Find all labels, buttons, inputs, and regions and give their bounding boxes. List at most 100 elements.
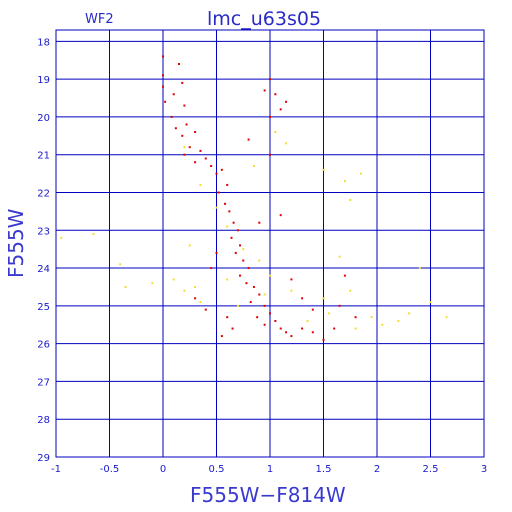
data-point [242, 259, 245, 262]
data-point [263, 304, 266, 307]
data-point [170, 115, 173, 118]
x-tick-label: 0 [160, 464, 166, 475]
data-point [194, 161, 197, 164]
data-point [354, 316, 357, 319]
data-point [178, 63, 181, 66]
data-point [258, 221, 261, 224]
data-point [194, 285, 197, 288]
data-point [269, 312, 271, 315]
data-point [183, 289, 186, 292]
data-point [239, 274, 242, 277]
y-tick-label: 27 [37, 377, 50, 388]
data-point [185, 123, 188, 126]
data-point [252, 285, 255, 288]
data-point [359, 172, 362, 175]
data-point [290, 335, 293, 338]
y-tick-label: 25 [37, 302, 50, 313]
y-tick-label: 28 [37, 415, 50, 426]
data-point [194, 297, 197, 300]
data-point [194, 131, 197, 134]
data-point [215, 172, 218, 175]
data-point [234, 251, 237, 254]
data-point [232, 221, 235, 224]
data-point [279, 327, 282, 330]
data-point [226, 225, 229, 228]
data-point [124, 285, 127, 288]
data-point [333, 327, 336, 330]
data-point [119, 263, 122, 266]
x-tick-label: 1.5 [316, 464, 332, 475]
data-point [274, 93, 277, 96]
data-point [269, 78, 271, 81]
data-point [162, 85, 164, 88]
data-point [285, 142, 288, 145]
data-point [429, 301, 432, 304]
x-tick-label: 3 [481, 464, 487, 475]
data-point [269, 153, 271, 156]
x-tick-label: 1 [267, 464, 273, 475]
data-point [188, 146, 191, 149]
data-point [183, 104, 186, 107]
data-point [215, 251, 218, 254]
data-point [199, 183, 202, 186]
data-point [338, 255, 341, 258]
data-point [269, 115, 271, 118]
y-tick-labels: 18 19 20 21 22 23 24 25 26 27 28 29 [37, 37, 50, 464]
data-point [226, 316, 229, 319]
data-point [181, 134, 184, 137]
grid [55, 30, 485, 458]
data-point [263, 323, 266, 326]
data-point [239, 244, 242, 247]
data-point [242, 248, 245, 251]
data-point [343, 180, 346, 183]
data-point [370, 316, 373, 319]
chip-label: WF2 [85, 12, 114, 27]
y-tick-label: 18 [37, 37, 50, 48]
data-point [204, 157, 207, 160]
data-point [226, 183, 229, 186]
yellow-points [60, 131, 448, 330]
data-point [164, 100, 167, 103]
data-point [183, 146, 186, 149]
data-point [247, 138, 250, 141]
x-tick-label: 2.5 [423, 464, 439, 475]
data-point [199, 149, 202, 152]
data-point [162, 74, 164, 77]
data-point [274, 319, 277, 322]
y-tick-label: 19 [37, 75, 50, 86]
y-tick-label: 26 [37, 340, 50, 351]
data-point [224, 202, 227, 205]
data-point [327, 312, 330, 315]
data-point [349, 289, 352, 292]
data-point [381, 323, 384, 326]
data-point [397, 319, 400, 322]
x-tick-labels: -1 -0.5 0 0.5 1 1.5 2 2.5 3 [51, 464, 487, 475]
data-point [245, 282, 248, 285]
data-point [204, 308, 207, 311]
y-tick-label: 24 [37, 264, 50, 275]
data-point [301, 297, 304, 300]
plot-frame [55, 29, 485, 458]
y-tick-label: 20 [37, 113, 50, 124]
data-point [151, 282, 154, 285]
data-point [285, 100, 288, 103]
data-point [269, 274, 271, 277]
y-tick-label: 29 [37, 453, 50, 464]
data-point [220, 335, 223, 338]
data-point [172, 278, 175, 281]
data-point [311, 308, 314, 311]
data-point [199, 301, 202, 304]
data-point [285, 331, 288, 334]
data-point [354, 327, 357, 330]
data-point [183, 153, 186, 156]
data-point [226, 278, 229, 281]
data-point [249, 301, 252, 304]
data-point [60, 236, 63, 239]
data-point [162, 55, 164, 58]
chart-title: lmc_u63s05 [207, 8, 321, 30]
data-point [174, 127, 177, 130]
data-point [338, 304, 341, 307]
y-tick-label: 21 [37, 151, 50, 162]
data-point [274, 131, 277, 134]
